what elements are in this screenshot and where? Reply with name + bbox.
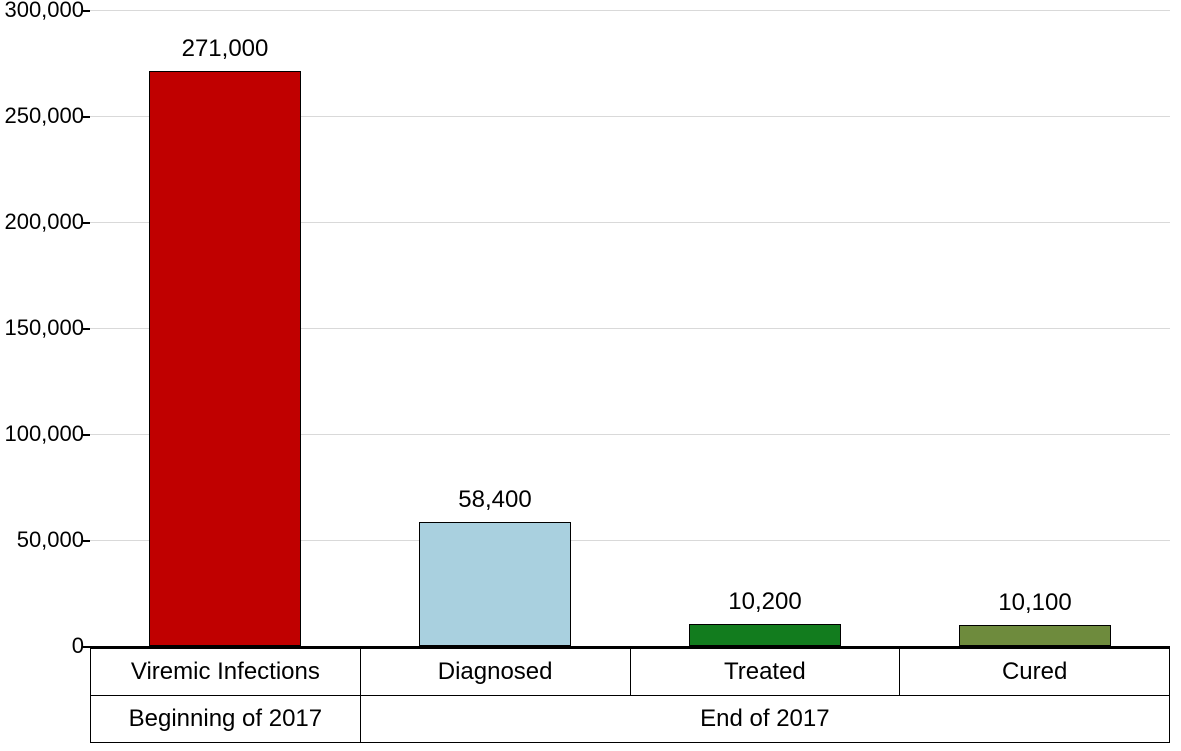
- bar-1: [419, 522, 570, 646]
- bar-3: [959, 625, 1110, 646]
- y-tick-mark: [83, 222, 90, 224]
- grid-line: [90, 10, 1170, 11]
- bar-value-label: 10,100: [935, 589, 1135, 617]
- category-cell: Treated: [630, 649, 900, 696]
- y-tick-label: 0: [4, 633, 84, 659]
- bar-value-label: 10,200: [665, 588, 865, 616]
- axis-row-categories: Viremic InfectionsDiagnosedTreatedCured: [91, 649, 1170, 696]
- y-tick-mark: [83, 328, 90, 330]
- category-cell: Viremic Infections: [91, 649, 361, 696]
- y-tick-mark: [83, 434, 90, 436]
- bar-value-label: 271,000: [125, 35, 325, 63]
- category-cell: Cured: [900, 649, 1170, 696]
- group-cell: Beginning of 2017: [91, 696, 361, 743]
- bar-2: [689, 624, 840, 646]
- y-tick-label: 100,000: [4, 421, 84, 447]
- category-cell: Diagnosed: [360, 649, 630, 696]
- category-axis-table: Viremic InfectionsDiagnosedTreatedCured …: [90, 648, 1170, 743]
- y-tick-label: 50,000: [4, 527, 84, 553]
- y-tick-mark: [83, 116, 90, 118]
- y-tick-label: 250,000: [4, 103, 84, 129]
- plot-area: 271,000 58,400 10,200 10,100: [90, 10, 1170, 648]
- y-tick-label: 200,000: [4, 209, 84, 235]
- bar-chart: 0 50,000 100,000 150,000 200,000 250,000 300,0…: [0, 0, 1181, 751]
- bar-0: [149, 71, 300, 646]
- y-tick-mark: [83, 10, 90, 12]
- y-tick-label: 150,000: [4, 315, 84, 341]
- y-tick-label: 300,000: [4, 0, 84, 23]
- axis-row-groups: Beginning of 2017End of 2017: [91, 696, 1170, 743]
- group-cell: End of 2017: [360, 696, 1169, 743]
- y-tick-mark: [83, 540, 90, 542]
- bar-value-label: 58,400: [395, 486, 595, 514]
- y-tick-mark: [83, 646, 90, 648]
